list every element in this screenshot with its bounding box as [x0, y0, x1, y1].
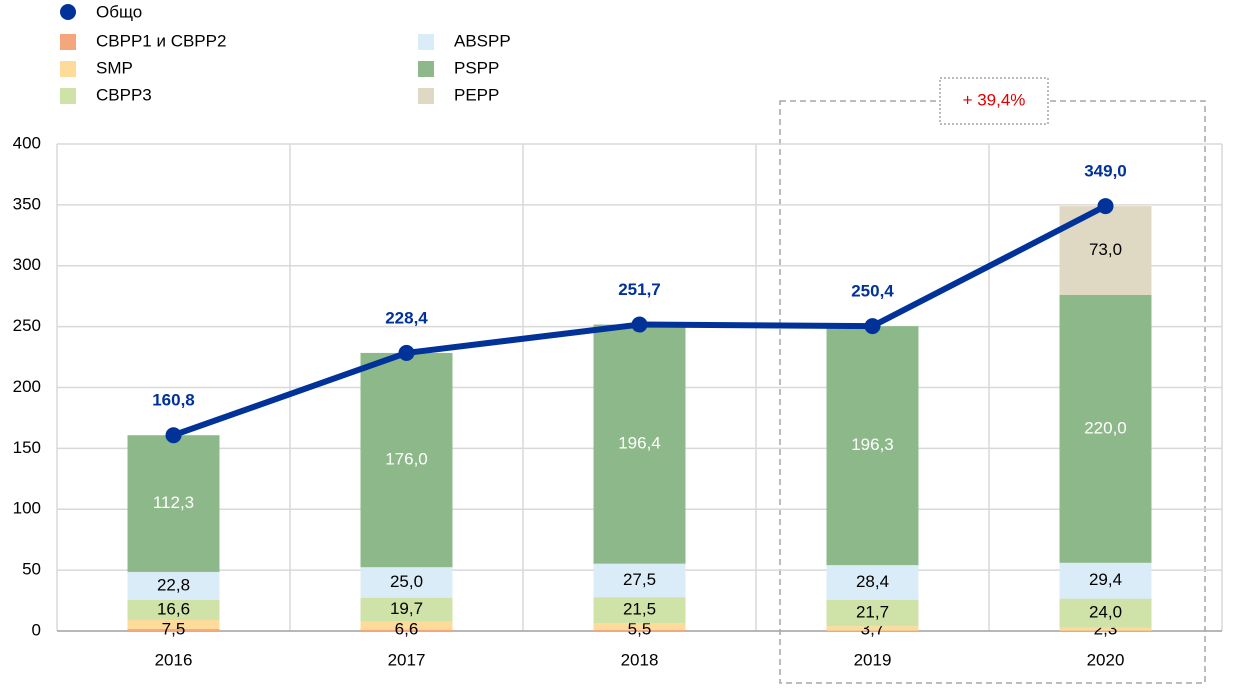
legend-swatch: [418, 34, 434, 50]
legend-swatch: [60, 61, 76, 77]
annotation: + 39,4%: [963, 90, 1026, 109]
x-tick-label: 2018: [621, 650, 659, 669]
legend-swatch: [60, 34, 76, 50]
y-tick-label: 100: [13, 499, 41, 518]
total-label: 251,7: [618, 280, 661, 299]
legend-swatch: [418, 61, 434, 77]
x-tick-label: 2019: [854, 650, 892, 669]
value-label: 73,0: [1089, 240, 1122, 259]
value-label: 28,4: [856, 572, 889, 591]
legend-marker: [60, 4, 76, 20]
total-point: [166, 427, 182, 443]
y-tick-label: 250: [13, 316, 41, 335]
total-point: [865, 318, 881, 334]
total-point: [399, 345, 415, 361]
value-label: 7,5: [162, 619, 186, 638]
value-label: 29,4: [1089, 570, 1122, 589]
y-tick-label: 150: [13, 438, 41, 457]
legend-label: PSPP: [454, 58, 499, 77]
y-tick-label: 400: [13, 133, 41, 152]
x-tick-label: 2020: [1087, 650, 1125, 669]
y-tick-label: 300: [13, 255, 41, 274]
value-label: 27,5: [623, 570, 656, 589]
value-label: 25,0: [390, 572, 423, 591]
total-label: 160,8: [152, 391, 195, 410]
value-label: 6,6: [395, 619, 419, 638]
total-label: 228,4: [385, 308, 428, 327]
y-tick-label: 200: [13, 377, 41, 396]
legend-label: PEPP: [454, 85, 499, 104]
value-label: 21,5: [623, 600, 656, 619]
value-label: 112,3: [153, 493, 194, 512]
x-tick-label: 2017: [388, 650, 426, 669]
value-label: 19,7: [390, 599, 423, 618]
legend-label: ABSPP: [454, 31, 511, 50]
legend-label: CBPP1 и CBPP2: [96, 31, 226, 50]
value-label: 196,3: [851, 435, 894, 454]
total-label: 349,0: [1084, 162, 1127, 181]
value-label: 22,8: [157, 575, 190, 594]
legend-label: CBPP3: [96, 85, 152, 104]
legend-label: SMP: [96, 58, 133, 77]
total-label: 250,4: [851, 282, 894, 301]
x-tick-label: 2016: [155, 650, 193, 669]
total-point: [632, 317, 648, 333]
y-tick-label: 0: [32, 620, 41, 639]
legend-swatch: [60, 88, 76, 104]
value-label: 176,0: [385, 450, 428, 469]
value-label: 21,7: [856, 602, 889, 621]
value-label: 16,6: [157, 599, 190, 618]
legend-swatch: [418, 88, 434, 104]
y-tick-label: 350: [13, 194, 41, 213]
y-tick-label: 50: [22, 560, 41, 579]
value-label: 196,4: [618, 434, 661, 453]
value-label: 24,0: [1089, 603, 1122, 622]
legend-label: Общо: [96, 2, 142, 21]
value-label: 220,0: [1084, 418, 1127, 437]
total-point: [1098, 198, 1114, 214]
